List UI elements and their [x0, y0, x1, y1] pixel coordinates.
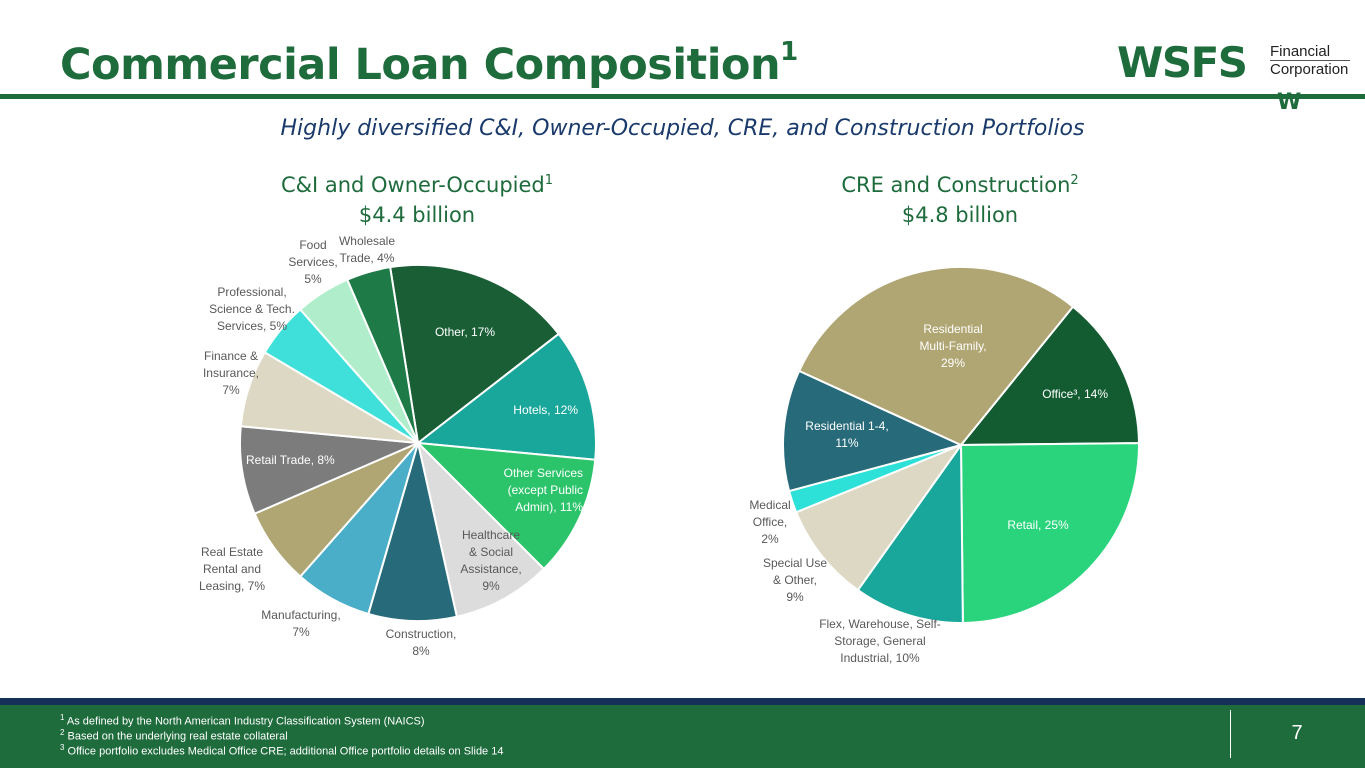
- footnote-2-text: Based on the underlying real estate coll…: [67, 730, 288, 743]
- title-text: Commercial Loan Composition: [60, 40, 781, 90]
- cre-slice-7: [797, 266, 1075, 447]
- cre-chart-total: $4.8 billion: [901, 203, 1019, 227]
- ci-slice-label-8: Retail Trade, 8%: [246, 453, 335, 467]
- wsfs-logo: WSFS Financial Corporation W: [1117, 40, 1355, 116]
- footnote-3-text: Office portfolio excludes Medical Office…: [67, 745, 504, 758]
- ci-slice-5: [367, 442, 459, 622]
- cre-slice-label-3: Flex, Warehouse, Self-Storage, General In…: [819, 617, 941, 665]
- footer: 1 As defined by the North American Indus…: [0, 705, 1365, 768]
- cre-slice-3: [856, 441, 964, 624]
- footnote-1-marker: 1: [60, 713, 65, 722]
- ci-chart-heading: C&I and Owner-Occupied1 $4.4 billion: [207, 166, 627, 230]
- footer-accent-bar: [0, 698, 1365, 705]
- footer-divider: [1230, 710, 1231, 758]
- logo-w-mark: W: [1277, 90, 1302, 115]
- ci-chart-total: $4.4 billion: [358, 203, 476, 227]
- page-number: 7: [1291, 722, 1303, 744]
- ci-chart-title: C&I and Owner-Occupied: [280, 173, 545, 197]
- ci-slice-label-2: Hotels, 12%: [513, 403, 578, 417]
- ci-slice-label-6: Manufacturing, 7%: [261, 608, 340, 639]
- ci-chart-footnote-marker: 1: [544, 173, 554, 188]
- ci-slice-12: [345, 266, 419, 444]
- cre-slice-6: [782, 369, 964, 493]
- cre-pie-chart: Office³, 14% Retail, 25% Flex, Warehouse, …: [749, 266, 1141, 665]
- ci-slice-label-9: Finance & Insurance, 7%: [203, 349, 259, 397]
- ci-slice-label-4: Healthcare & Social Assistance, 9%: [460, 528, 521, 593]
- footnote-3-marker: 3: [60, 743, 65, 752]
- ci-slice-8: [239, 425, 419, 516]
- ci-slice-2: [415, 332, 597, 461]
- cre-slice-2: [959, 442, 1140, 625]
- cre-slice-label-7: Residential Multi-Family, 29%: [919, 322, 986, 370]
- logo-wordmark: WSFS: [1117, 38, 1248, 87]
- footnote-3: 3 Office portfolio excludes Medical Offi…: [60, 741, 503, 759]
- title-rule: [0, 94, 1365, 99]
- footnote-1: 1 As defined by the North American Indus…: [60, 711, 425, 729]
- cre-slice-label-2: Retail, 25%: [1007, 518, 1069, 532]
- ci-slice-label-11: Food Services, 5%: [288, 238, 337, 286]
- cre-slice-label-5: Medical Office, 2%: [749, 498, 790, 546]
- cre-slice-label-6: Residential 1-4, 11%: [805, 419, 888, 450]
- footnote-1-text: As defined by the North American Industr…: [66, 715, 425, 728]
- cre-slice-label-4: Special Use & Other, 9%: [763, 556, 827, 604]
- cre-chart-footnote-marker: 2: [1070, 173, 1079, 188]
- logo-divider: [1270, 60, 1350, 61]
- pie-charts: Other, 17% Hotels, 12% Other Services (exce…: [199, 234, 1141, 665]
- ci-slice-label-1: Other, 17%: [435, 325, 495, 339]
- ci-slice-label-5: Construction, 8%: [386, 627, 457, 658]
- logo-line-1: Financial: [1270, 43, 1331, 60]
- ci-slice-1: [389, 264, 561, 445]
- logo-line-2: Corporation: [1270, 61, 1349, 78]
- cre-slice-label-1: Office³, 14%: [1042, 387, 1108, 401]
- ci-slice-label-3: Other Services (except Public Admin), 11%: [504, 466, 584, 514]
- footnote-2: 2 Based on the underlying real estate co…: [60, 726, 288, 744]
- ci-slice-label-7: Real Estate Rental and Leasing, 7%: [199, 545, 265, 593]
- cre-slice-4: [794, 442, 964, 592]
- page-title: Commercial Loan Composition1: [60, 36, 798, 90]
- title-footnote-marker: 1: [780, 36, 798, 67]
- ci-pie-chart: Other, 17% Hotels, 12% Other Services (exce…: [199, 234, 597, 658]
- cre-chart-title: CRE and Construction: [841, 173, 1071, 197]
- ci-slice-4: [416, 439, 546, 618]
- ci-slice-label-10: Professional, Science & Tech. Services, 5%: [209, 285, 295, 333]
- ci-slice-label-12: Wholesale Trade, 4%: [339, 234, 395, 265]
- ci-slice-3: [415, 441, 597, 571]
- footnote-2-marker: 2: [60, 728, 65, 737]
- slide-subtitle: Highly diversified C&I, Owner-Occupied, …: [280, 116, 1085, 141]
- cre-slice-1: [958, 305, 1141, 447]
- cre-chart-heading: CRE and Construction2 $4.8 billion: [750, 166, 1170, 230]
